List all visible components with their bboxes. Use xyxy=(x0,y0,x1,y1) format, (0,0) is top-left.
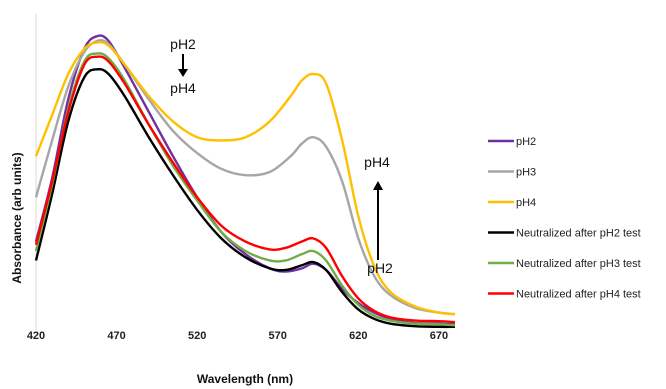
series-line-1 xyxy=(34,34,456,326)
x-tick-label-520: 520 xyxy=(188,330,206,342)
series-layer xyxy=(34,34,456,329)
y-axis-title: Absorbance (arb units) xyxy=(10,152,24,283)
legend-label-3: pH4 xyxy=(516,197,536,209)
legend-label-6: Neutralized after pH4 test xyxy=(516,289,641,301)
series-line-6 xyxy=(34,55,456,324)
legend-item-5: Neutralized after pH3 test xyxy=(488,258,641,270)
legend-label-1: pH2 xyxy=(516,136,536,148)
annotation-ph4-bottom-left: pH4 xyxy=(170,80,196,96)
arrow-up-head xyxy=(373,181,383,190)
x-tick-layer: 420 470 520 570 620 670 xyxy=(27,330,448,342)
x-tick-label-470: 470 xyxy=(107,330,125,342)
arrow-down-head xyxy=(178,69,188,77)
x-tick-label-670: 670 xyxy=(430,330,448,342)
x-axis-title: Wavelength (nm) xyxy=(197,372,293,386)
series-line-5 xyxy=(34,52,456,327)
legend-item-2: pH3 xyxy=(488,167,536,179)
legend-label-5: Neutralized after pH3 test xyxy=(516,258,641,270)
legend-item-3: pH4 xyxy=(488,197,536,209)
x-tick-label-420: 420 xyxy=(27,330,45,342)
series-line-3 xyxy=(34,40,456,316)
legend-item-6: Neutralized after pH4 test xyxy=(488,289,641,301)
legend-label-2: pH3 xyxy=(516,167,536,179)
legend-label-4: Neutralized after pH2 test xyxy=(516,228,641,240)
annotation-ph2-bottom-right: pH2 xyxy=(367,260,393,276)
legend-item-4: Neutralized after pH2 test xyxy=(488,228,641,240)
annotation-ph4-top-right: pH4 xyxy=(364,154,390,170)
legend: pH2 pH3 pH4 Neutralized after pH2 test Neutr… xyxy=(488,136,641,301)
series-line-2 xyxy=(34,39,456,316)
x-tick-label-620: 620 xyxy=(349,330,367,342)
x-tick-label-570: 570 xyxy=(269,330,287,342)
annotation-ph2-top-left: pH2 xyxy=(170,36,196,52)
series-line-4 xyxy=(34,67,456,329)
legend-item-1: pH2 xyxy=(488,136,536,148)
